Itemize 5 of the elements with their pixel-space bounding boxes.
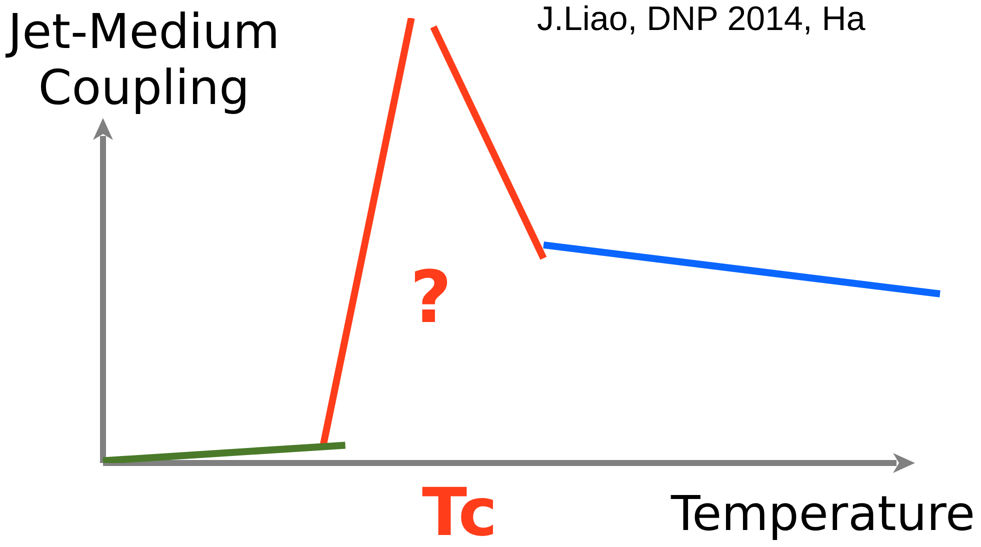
y-axis-title: Jet-Medium Coupling [8,4,280,116]
x-axis-title: Temperature [670,486,975,542]
annotation: J.Liao, DNP 2014, Ha [537,0,866,38]
annotation: ? [410,255,452,339]
text: Tc [422,474,498,547]
